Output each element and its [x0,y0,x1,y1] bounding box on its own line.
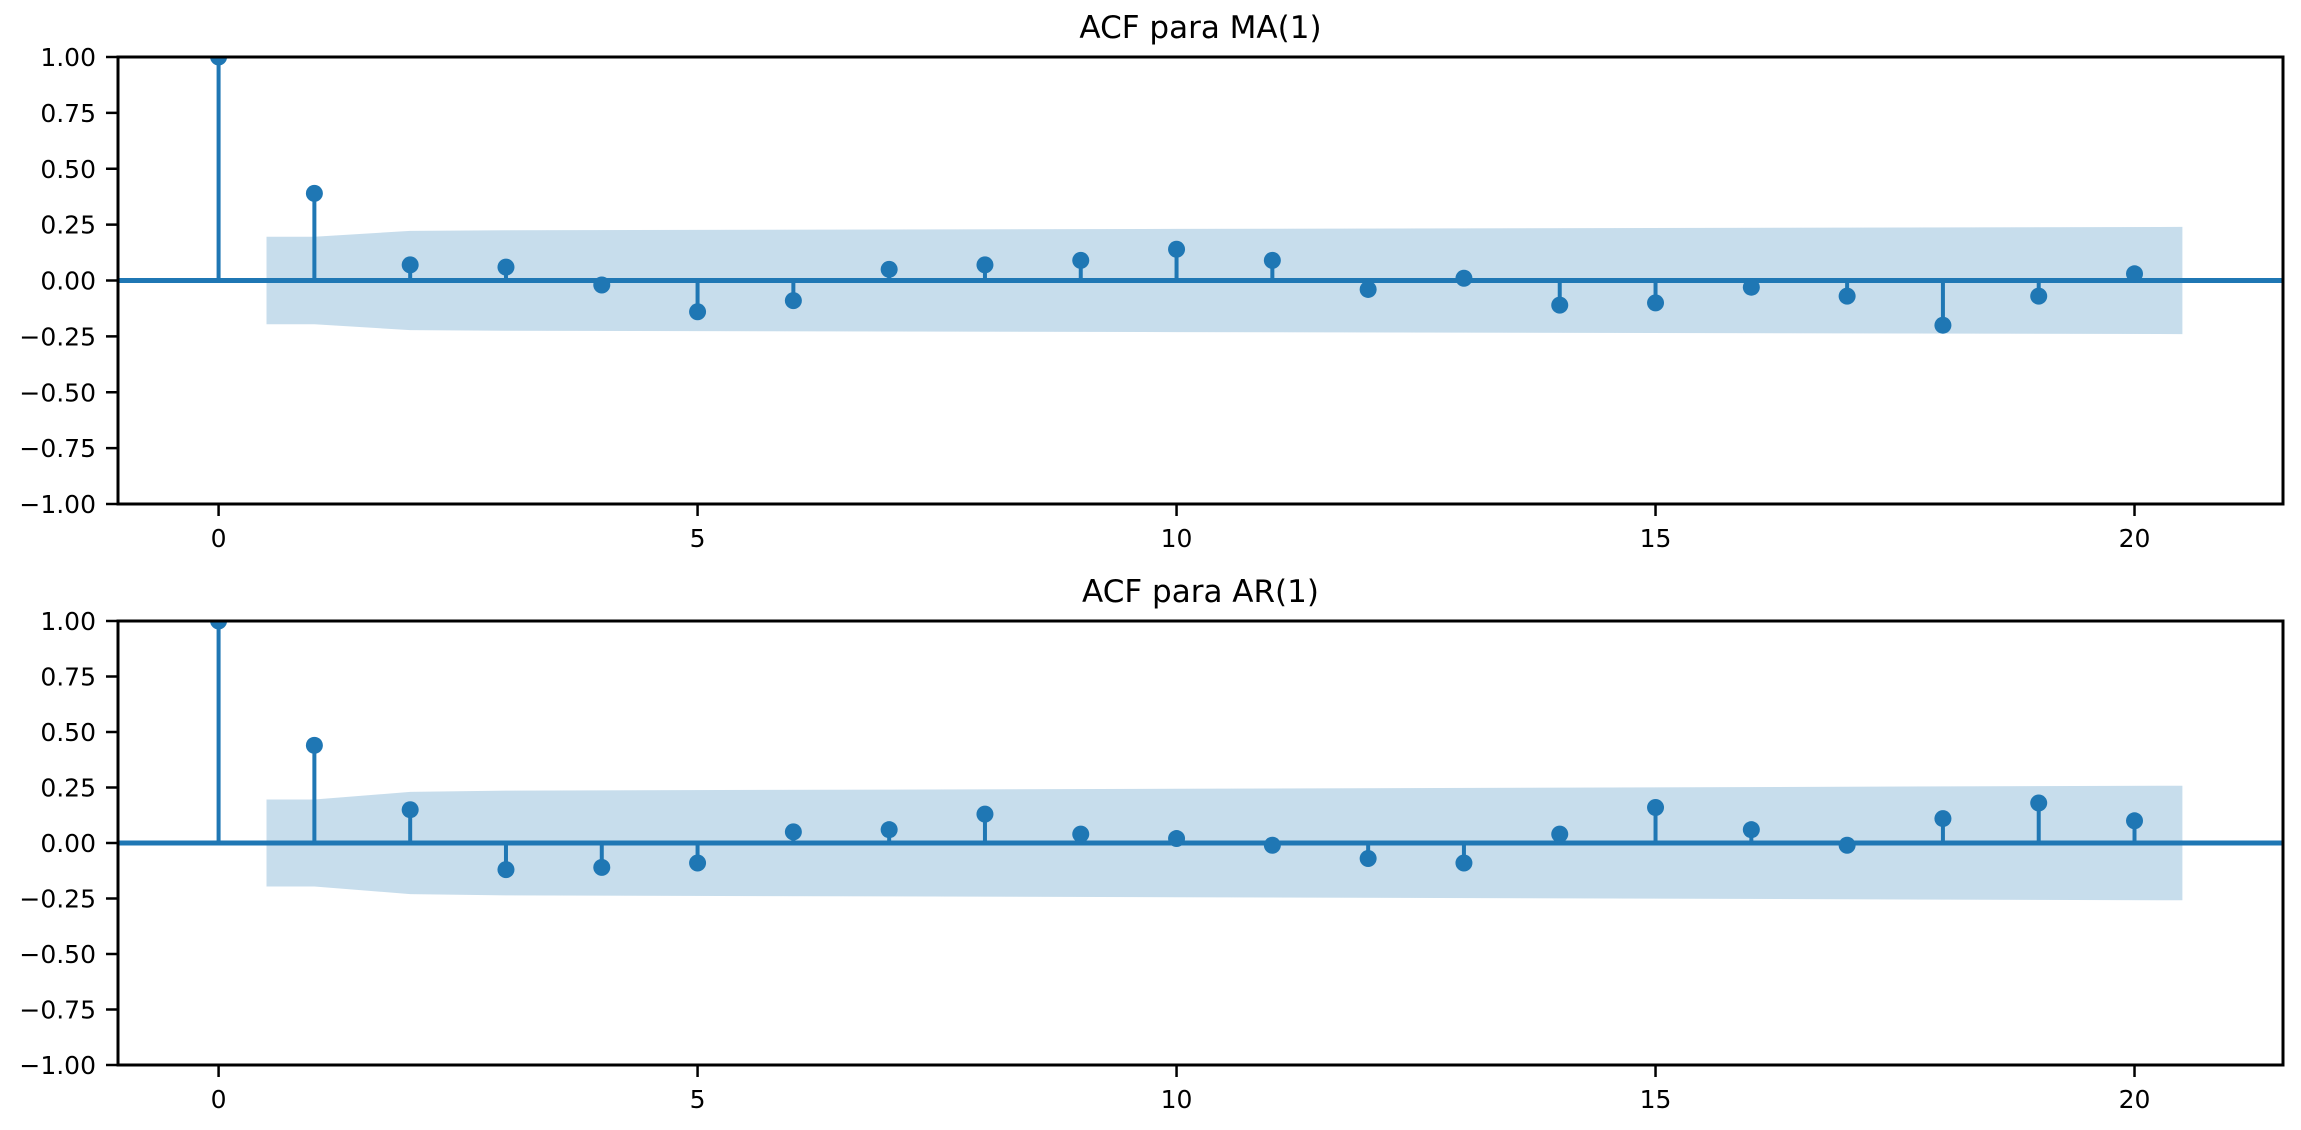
acf-point-lag-7 [880,260,898,278]
x-tick-label-5: 5 [690,1085,706,1114]
y-tick-label-0.75: 0.75 [40,99,96,128]
acf-point-lag-0 [210,57,228,66]
acf-point-lag-16 [1742,821,1760,839]
x-tick-label-20: 20 [2119,524,2151,553]
y-tick-label--0.75: −0.75 [19,434,96,463]
chart-title-ma1: ACF para MA(1) [1079,10,1322,46]
acf-point-lag-6 [784,292,802,310]
acf-point-lag-8 [976,256,994,274]
acf-point-lag-17 [1838,287,1856,305]
acf-point-lag-10 [1168,830,1186,848]
acf-point-lag-4 [593,858,611,876]
acf-point-lag-12 [1359,280,1377,298]
acf-point-lag-4 [593,276,611,294]
plot-area [118,57,2283,335]
y-tick-label--0.25: −0.25 [19,885,96,914]
y-tick-label-0.5: 0.50 [40,155,96,184]
x-tick-label-15: 15 [1640,524,1672,553]
chart-title-ar1: ACF para AR(1) [1082,574,1319,610]
acf-point-lag-1 [305,184,323,202]
x-tick-label-0: 0 [211,524,227,553]
acf-point-lag-10 [1168,240,1186,258]
acf-point-lag-3 [497,258,515,276]
plot-area [118,621,2283,901]
x-tick-label-20: 20 [2119,1085,2151,1114]
acf-point-lag-17 [1838,836,1856,854]
y-tick-label-1: 1.00 [40,43,96,72]
x-tick-label-5: 5 [690,524,706,553]
acf-point-lag-3 [497,861,515,879]
y-tick-label-1: 1.00 [40,607,96,636]
acf-point-lag-19 [2030,794,2048,812]
acf-point-lag-8 [976,805,994,823]
y-tick-label-0: 0.00 [40,267,96,296]
acf-point-lag-20 [2126,265,2144,283]
x-tick-label-10: 10 [1161,1085,1193,1114]
acf-point-lag-2 [401,256,419,274]
acf-point-lag-14 [1551,296,1569,314]
acf-point-lag-15 [1647,294,1665,312]
acf-ma1-plot: 0 5 10 15 20 1.00 0.75 0.50 0.25 0.00 −0.25 −0.50 −0… [19,43,2285,553]
acf-point-lag-20 [2126,812,2144,830]
acf-point-lag-11 [1263,836,1281,854]
acf-point-lag-6 [784,823,802,841]
y-tick-label-0.75: 0.75 [40,663,96,692]
acf-point-lag-9 [1072,825,1090,843]
acf-point-lag-2 [401,801,419,819]
y-tick-label-0.5: 0.50 [40,718,96,747]
y-tick-label--0.25: −0.25 [19,322,96,351]
acf-point-lag-19 [2030,287,2048,305]
x-tick-label-15: 15 [1640,1085,1672,1114]
y-tick-label--1: −1.00 [19,1051,96,1080]
acf-point-lag-5 [689,854,707,872]
acf-point-lag-13 [1455,854,1473,872]
y-tick-label--0.75: −0.75 [19,996,96,1025]
x-tick-label-10: 10 [1161,524,1193,553]
y-tick-label--0.5: −0.50 [19,378,96,407]
acf-point-lag-7 [880,821,898,839]
acf-point-lag-13 [1455,269,1473,287]
y-tick-label-0.25: 0.25 [40,211,96,240]
y-tick-label-0: 0.00 [40,829,96,858]
acf-point-lag-5 [689,303,707,321]
y-tick-label--0.5: −0.50 [19,940,96,969]
acf-point-lag-1 [305,736,323,754]
acf-point-lag-0 [210,621,228,630]
acf-point-lag-15 [1647,798,1665,816]
acf-ar1-plot: 0 5 10 15 20 1.00 0.75 0.50 0.25 0.00 −0.25 −0.50 −0… [19,607,2285,1114]
acf-point-lag-18 [1934,316,1952,334]
acf-point-lag-12 [1359,850,1377,868]
y-tick-label--1: −1.00 [19,490,96,519]
acf-point-lag-14 [1551,825,1569,843]
acf-point-lag-9 [1072,251,1090,269]
y-tick-label-0.25: 0.25 [40,774,96,803]
acf-point-lag-18 [1934,810,1952,828]
acf-point-lag-11 [1263,251,1281,269]
x-tick-label-0: 0 [211,1085,227,1114]
acf-point-lag-16 [1742,278,1760,296]
